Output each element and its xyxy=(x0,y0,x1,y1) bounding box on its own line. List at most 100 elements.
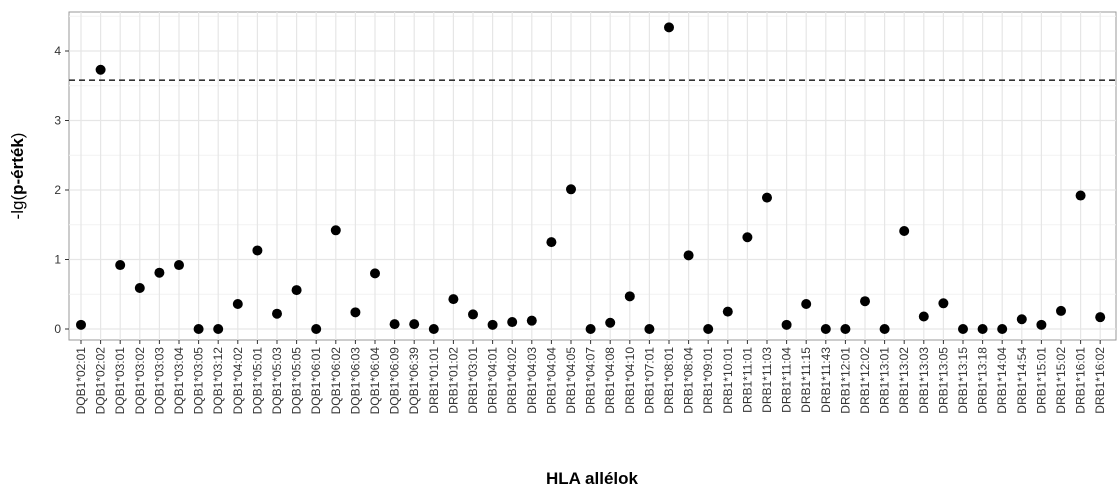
data-point xyxy=(938,298,949,309)
x-tick-label: DRB1*16:02 xyxy=(1093,347,1107,414)
x-tick-label: DRB1*11:43 xyxy=(819,347,833,413)
x-tick-label: DRB1*04:02 xyxy=(505,347,519,414)
y-axis-title: -lg(p-érték) xyxy=(8,133,27,220)
data-point xyxy=(918,311,929,322)
data-point xyxy=(1016,314,1027,325)
x-tick-label: DRB1*12:02 xyxy=(858,347,872,414)
y-tick-label: 1 xyxy=(54,253,61,267)
data-point xyxy=(526,315,537,326)
data-point xyxy=(899,226,910,237)
x-tick-label: DRB1*01:01 xyxy=(427,347,441,414)
x-tick-label: DRB1*13:02 xyxy=(897,347,911,414)
data-point xyxy=(272,308,282,319)
data-point xyxy=(879,324,890,334)
data-point xyxy=(370,268,380,279)
data-point xyxy=(134,282,145,293)
x-tick-label: DRB1*11:03 xyxy=(760,347,774,413)
data-point xyxy=(95,64,106,75)
x-tick-label: DRB1*13:03 xyxy=(917,347,931,414)
x-tick-label: DRB1*04:04 xyxy=(544,347,558,414)
data-point xyxy=(605,317,616,328)
data-point xyxy=(174,260,184,271)
data-point xyxy=(762,192,772,203)
data-point xyxy=(585,324,596,334)
data-point xyxy=(566,184,576,195)
x-tick-label: DRB1*11:15 xyxy=(799,347,813,413)
data-point xyxy=(644,324,655,334)
x-tick-label: DQB1*06:39 xyxy=(407,347,421,415)
data-point xyxy=(1036,319,1047,330)
data-point xyxy=(781,319,792,330)
x-tick-label: DRB1*04:07 xyxy=(584,347,598,414)
x-tick-label: DQB1*03:01 xyxy=(113,347,127,415)
x-tick-label: DRB1*08:04 xyxy=(682,347,696,414)
x-tick-label: DRB1*11:01 xyxy=(740,347,754,413)
x-tick-label: DRB1*04:01 xyxy=(486,347,500,414)
data-point xyxy=(1075,190,1086,201)
data-point xyxy=(703,324,714,334)
data-points xyxy=(76,22,1106,334)
y-axis-title-suffix: ) xyxy=(8,133,27,139)
data-point xyxy=(389,319,400,330)
x-tick-label: DQB1*03:05 xyxy=(192,347,206,415)
x-tick-label: DQB1*06:09 xyxy=(388,347,402,415)
data-point xyxy=(487,319,498,330)
y-tick-label: 0 xyxy=(54,322,61,336)
data-point xyxy=(468,309,478,320)
data-point xyxy=(252,245,263,256)
x-tick-label: DRB1*04:05 xyxy=(564,347,578,414)
data-point xyxy=(722,306,733,317)
x-tick-label: DRB1*04:03 xyxy=(525,347,539,414)
data-point xyxy=(860,296,870,307)
data-point xyxy=(664,22,674,33)
data-point xyxy=(820,324,831,334)
data-point xyxy=(193,324,204,334)
x-axis-title: HLA allélok xyxy=(546,469,638,488)
x-tick-label: DQB1*03:02 xyxy=(133,347,147,415)
data-point xyxy=(840,324,851,334)
data-point xyxy=(232,298,243,309)
x-tick-label: DRB1*13:18 xyxy=(976,347,990,414)
x-tick-label: DRB1*13:15 xyxy=(956,347,970,414)
data-point xyxy=(213,324,224,334)
y-tick-label: 2 xyxy=(54,183,61,197)
x-tick-label: DQB1*05:01 xyxy=(250,347,264,415)
data-point xyxy=(801,298,812,309)
data-point xyxy=(507,317,518,328)
data-point xyxy=(350,307,361,318)
data-point xyxy=(330,225,341,236)
data-point xyxy=(1095,312,1106,323)
x-tick-label: DRB1*09:01 xyxy=(701,347,715,414)
x-tick-label: DRB1*10:01 xyxy=(721,347,735,414)
x-tick-label: DQB1*06:02 xyxy=(329,347,343,415)
data-point xyxy=(154,267,165,278)
x-tick-label: DQB1*03:12 xyxy=(211,347,225,415)
data-point xyxy=(546,237,557,248)
grid-minor xyxy=(69,15,1116,295)
x-tick-label: DQB1*06:01 xyxy=(309,347,323,415)
data-point xyxy=(409,319,420,330)
y-tick-label: 3 xyxy=(54,114,61,128)
data-point xyxy=(742,232,753,243)
data-point xyxy=(115,260,126,271)
x-tick-label: DQB1*05:05 xyxy=(290,347,304,415)
data-point xyxy=(958,324,968,334)
x-tick-label: DRB1*12:01 xyxy=(838,347,852,414)
data-point xyxy=(76,319,86,330)
x-tick-label: DQB1*05:03 xyxy=(270,347,284,415)
x-tick-label: DRB1*08:01 xyxy=(662,347,676,414)
data-point xyxy=(997,324,1008,334)
data-point xyxy=(977,324,988,334)
x-tick-label: DQB1*02:01 xyxy=(74,347,88,415)
plot-panel xyxy=(68,11,1117,341)
y-tick-label: 4 xyxy=(54,44,61,58)
data-point xyxy=(428,324,439,334)
x-tick-label: DRB1*03:01 xyxy=(466,347,480,414)
y-axis-title-main: p-érték xyxy=(8,138,27,195)
data-point xyxy=(624,291,635,302)
x-tick-label: DQB1*02:02 xyxy=(94,347,108,415)
data-point xyxy=(683,250,694,261)
x-tick-label: DRB1*13:01 xyxy=(878,347,892,414)
x-axis-ticks: DQB1*02:01 DQB1*02:02 DQB1*03:01 DQB1*03:02… xyxy=(74,340,1107,414)
